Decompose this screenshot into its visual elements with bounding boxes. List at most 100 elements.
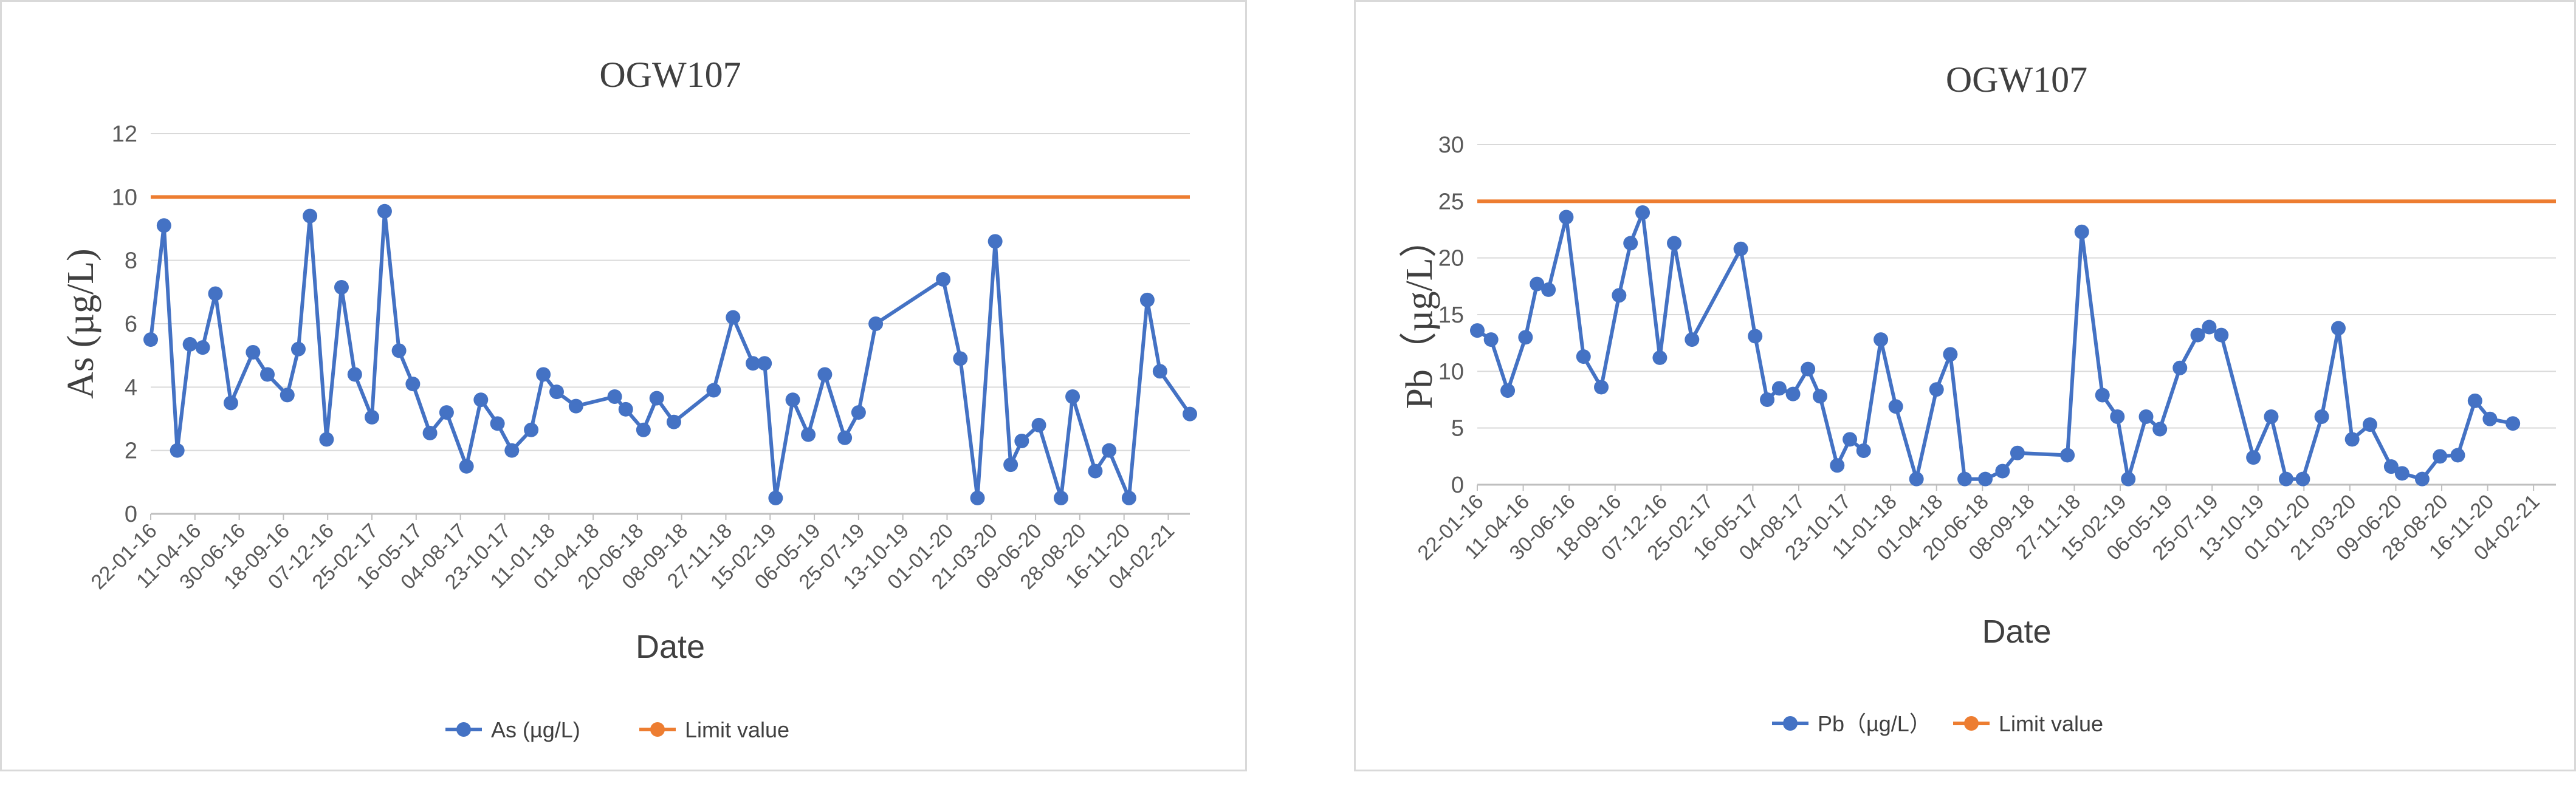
data-point [1612,288,1627,303]
data-point [2482,411,2498,426]
y-tick-label: 20 [1438,246,1464,272]
data-point [156,218,171,233]
data-point [2110,409,2125,424]
data-point [1929,382,1944,397]
data-point [2214,327,2229,343]
data-point [2264,409,2279,424]
y-tick-label: 15 [1438,302,1464,328]
data-point [636,422,651,437]
data-point [1812,389,1827,404]
data-point [953,351,968,366]
data-point [2344,432,2360,447]
data-point [347,367,362,382]
data-point [1978,471,1993,487]
data-point [1652,350,1668,365]
data-point [987,234,1003,249]
data-point [1801,361,1816,377]
data-point [746,356,761,371]
data-point [2314,409,2329,424]
data-point [290,341,306,357]
data-point [1152,364,1167,379]
data-point [208,286,223,301]
data-point [405,377,421,392]
data-point [473,392,489,408]
data-point [1483,332,1499,347]
data-point [1594,380,1609,395]
legend-label: Limit value [685,717,789,742]
data-point [536,367,551,382]
chart-title: OGW107 [1946,60,2087,100]
data-point [1943,347,1958,362]
data-point [365,409,380,425]
data-point [1470,323,1485,338]
data-point [2450,448,2465,463]
data-point [1995,463,2010,479]
data-point [182,336,197,352]
data-point [817,367,833,382]
data-point [1623,236,1638,251]
data-point [1014,434,1029,449]
data-point [2152,422,2168,437]
y-tick-label: 2 [125,439,137,464]
data-point [1500,383,1516,398]
y-axis-label: Pb（µg/L） [1399,220,1440,409]
y-tick-label: 8 [125,248,137,274]
data-point [1518,330,1533,345]
data-point [666,414,681,429]
data-point [1760,392,1775,407]
data-point [524,422,539,437]
data-point [970,490,985,505]
data-point [2394,466,2409,481]
data-point [1856,443,1871,458]
data-point [490,416,505,431]
legend-marker [650,722,665,737]
data-point [1031,417,1046,432]
data-point [801,427,816,442]
y-tick-label: 25 [1438,189,1464,214]
y-tick-label: 12 [112,121,137,147]
data-point [2383,459,2399,474]
data-point [260,367,275,382]
data-point [319,432,334,447]
data-point [1530,276,1545,292]
data-point [2060,448,2075,463]
data-point [459,459,474,474]
x-axis-label: Date [1982,613,2051,650]
data-point [1183,406,1197,422]
data-point [1053,490,1068,505]
data-point [303,208,318,224]
data-point [851,405,866,420]
series-line [149,209,1192,500]
data-point [1576,349,1591,364]
data-point [568,398,583,414]
data-point [377,203,392,219]
data-point [1088,463,1103,479]
data-point [439,405,454,420]
data-point [1748,329,1763,344]
chart-pb: OGW10705101520253022-01-1611-04-1630-06-… [1399,60,2556,736]
data-point [2279,471,2294,487]
chart-title: OGW107 [599,55,741,95]
data-point [2295,471,2310,487]
data-point [1830,458,1845,473]
data-point [504,443,520,458]
legend-label: As (µg/L) [491,717,580,742]
data-point [1733,241,1748,256]
data-point [2095,388,2110,403]
data-point [785,392,800,408]
y-tick-label: 10 [1438,359,1464,384]
data-point [1957,471,1973,487]
data-point [1874,332,1889,347]
data-point [2074,224,2089,239]
data-point [170,443,185,458]
data-point [1635,205,1650,220]
data-point [1888,399,1903,414]
data-point [1003,457,1018,473]
data-point [1771,381,1787,396]
data-point [1559,210,1574,225]
data-point [280,388,295,403]
data-point [618,401,633,417]
data-point [1909,471,1924,487]
data-point [2010,445,2025,460]
data-point [936,272,951,287]
